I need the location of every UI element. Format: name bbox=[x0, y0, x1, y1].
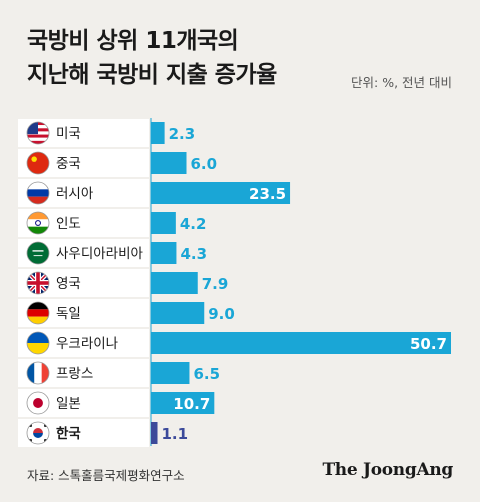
usa-flag-icon bbox=[26, 121, 50, 145]
india-flag-icon bbox=[26, 211, 50, 235]
category-label: 사우디아라비아 bbox=[56, 246, 144, 262]
bar bbox=[151, 182, 291, 204]
bar-row: 영국 7.9 bbox=[18, 269, 228, 297]
data-label: 4.2 bbox=[180, 215, 207, 233]
data-label: 6.0 bbox=[191, 155, 218, 173]
brand-logo: The JoongAng bbox=[322, 460, 453, 480]
bar-row: 일본 10.7 bbox=[18, 389, 215, 417]
china-flag-icon bbox=[26, 151, 50, 175]
title-line-1: 국방비 상위 11개국의 bbox=[27, 28, 239, 54]
germany-flag-icon bbox=[26, 301, 50, 325]
category-label: 미국 bbox=[56, 126, 81, 142]
bar bbox=[151, 212, 176, 234]
data-label: 2.3 bbox=[169, 125, 196, 143]
korea-flag-icon bbox=[26, 421, 50, 445]
data-label: 6.5 bbox=[193, 365, 220, 383]
bar-row: 한국 1.1 bbox=[18, 419, 188, 447]
data-label: 10.7 bbox=[173, 395, 210, 413]
category-label: 우크라이나 bbox=[56, 336, 118, 352]
bar-row: 중국 6.0 bbox=[18, 149, 217, 177]
data-label: 9.0 bbox=[208, 305, 235, 323]
data-label: 23.5 bbox=[249, 185, 286, 203]
chart-title: 국방비 상위 11개국의 지난해 국방비 지출 증가율 bbox=[27, 24, 277, 92]
bar-row: 인도 4.2 bbox=[18, 209, 206, 237]
bar-row: 우크라이나 50.7 bbox=[18, 329, 451, 357]
category-label: 한국 bbox=[56, 426, 81, 442]
bar-row: 프랑스 6.5 bbox=[18, 359, 220, 387]
bar bbox=[151, 392, 215, 414]
bar bbox=[151, 272, 198, 294]
category-label: 러시아 bbox=[56, 186, 94, 202]
bar-row: 사우디아라비아 4.3 bbox=[18, 239, 207, 267]
category-label: 중국 bbox=[56, 156, 81, 172]
bar bbox=[151, 422, 158, 444]
source-note: 자료: 스톡홀름국제평화연구소 bbox=[27, 468, 185, 483]
bar bbox=[151, 122, 165, 144]
france-flag-icon bbox=[26, 361, 50, 385]
bar bbox=[151, 332, 451, 354]
bar bbox=[151, 242, 177, 264]
category-label: 영국 bbox=[56, 276, 81, 292]
bar-row: 독일 9.0 bbox=[18, 299, 235, 327]
saudi-flag-icon bbox=[26, 241, 50, 265]
uk-flag-icon bbox=[26, 271, 50, 295]
ukraine-flag-icon bbox=[26, 331, 50, 355]
data-label: 4.3 bbox=[180, 245, 207, 263]
category-label: 일본 bbox=[56, 396, 81, 412]
russia-flag-icon bbox=[26, 181, 50, 205]
unit-note: 단위: %, 전년 대비 bbox=[351, 75, 452, 90]
data-label: 50.7 bbox=[410, 335, 447, 353]
bar-row: 미국 2.3 bbox=[18, 119, 195, 147]
category-label: 프랑스 bbox=[56, 366, 93, 382]
bar bbox=[151, 152, 187, 174]
bar-row: 러시아 23.5 bbox=[18, 179, 291, 207]
category-label: 독일 bbox=[56, 306, 81, 322]
title-line-2: 지난해 국방비 지출 증가율 bbox=[27, 62, 277, 88]
data-label: 1.1 bbox=[162, 425, 189, 443]
category-label: 인도 bbox=[56, 216, 81, 232]
japan-flag-icon bbox=[26, 391, 50, 415]
bar bbox=[151, 362, 190, 384]
data-label: 7.9 bbox=[202, 275, 229, 293]
bar bbox=[151, 302, 205, 324]
